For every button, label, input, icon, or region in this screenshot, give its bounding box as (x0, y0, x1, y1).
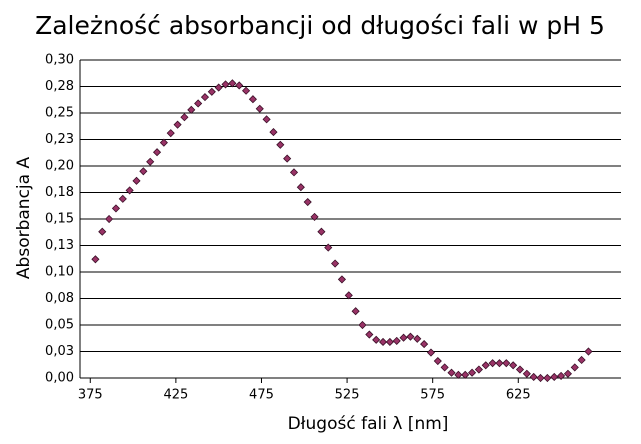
y-tick-label: 0,03 (45, 344, 74, 359)
point (118, 194, 127, 203)
point (406, 332, 415, 341)
point (426, 348, 436, 357)
point (125, 186, 134, 195)
point (515, 365, 525, 374)
point (221, 80, 230, 89)
y-tick-label: 0,05 (45, 318, 74, 333)
point (269, 128, 278, 137)
y-tick-label: 0,00 (45, 371, 74, 386)
point (577, 355, 586, 365)
point (173, 120, 182, 129)
chart-title: Zależność absorbancji od długości fali w… (35, 11, 605, 40)
point (207, 87, 216, 96)
point (481, 361, 490, 370)
point (433, 356, 442, 366)
point (255, 104, 264, 113)
point (310, 212, 319, 221)
point (385, 337, 394, 347)
y-tick-label: 0,08 (45, 291, 74, 306)
y-tick-label: 0,18 (45, 185, 74, 200)
point (351, 307, 360, 316)
y-tick-label: 0,23 (45, 132, 74, 147)
point (296, 183, 305, 192)
y-axis-title: Absorbancja A (14, 157, 34, 280)
point (228, 79, 237, 88)
point (550, 372, 559, 382)
point (303, 197, 312, 207)
point (146, 157, 155, 166)
point (372, 335, 381, 344)
point (495, 359, 504, 368)
point (187, 105, 196, 114)
point (152, 148, 162, 157)
point (194, 99, 203, 108)
point (378, 337, 388, 347)
point (509, 361, 518, 370)
point (413, 334, 422, 343)
point (522, 369, 531, 378)
point (344, 291, 353, 300)
point (132, 176, 141, 185)
point (289, 168, 299, 177)
point (447, 368, 456, 377)
point (166, 129, 175, 138)
point (440, 363, 449, 372)
point (248, 95, 257, 104)
point (317, 227, 326, 236)
point (474, 365, 483, 374)
point (214, 83, 223, 92)
point (98, 227, 107, 236)
x-tick-label: 625 (506, 388, 531, 403)
point (105, 214, 114, 224)
point (461, 370, 470, 379)
point (235, 81, 244, 90)
point (584, 347, 593, 356)
point (358, 320, 367, 330)
point (111, 204, 121, 213)
point (502, 359, 511, 368)
x-tick-label: 525 (335, 388, 360, 403)
point (331, 259, 340, 268)
point (570, 363, 579, 372)
point (488, 359, 497, 368)
y-tick-label: 0,20 (45, 159, 74, 174)
point (91, 255, 100, 264)
x-tick-label: 375 (78, 388, 103, 403)
point (200, 93, 210, 102)
point (557, 371, 566, 380)
x-tick-label: 425 (163, 388, 188, 403)
y-tick-label: 0,25 (45, 106, 74, 121)
point (392, 336, 401, 345)
point (283, 154, 292, 163)
x-tick-label: 475 (249, 388, 274, 403)
point (139, 167, 148, 176)
point (180, 113, 189, 122)
point (276, 140, 285, 149)
point (536, 373, 545, 383)
point (420, 340, 429, 349)
point (529, 372, 538, 382)
point (543, 373, 552, 383)
point (563, 369, 572, 378)
x-tick-label: 575 (420, 388, 445, 403)
x-axis-title: Długość fali λ [nm] (288, 414, 449, 434)
point (399, 333, 408, 342)
point (365, 330, 374, 339)
point (467, 368, 477, 377)
point (324, 243, 333, 252)
point (242, 86, 251, 95)
y-tick-label: 0,13 (45, 238, 74, 253)
y-tick-label: 0,30 (45, 53, 74, 68)
point (159, 138, 168, 147)
y-tick-label: 0,28 (45, 79, 74, 94)
point (454, 370, 463, 379)
point (262, 115, 271, 124)
y-tick-label: 0,15 (45, 212, 74, 227)
y-tick-label: 0,10 (45, 265, 74, 280)
point (337, 275, 347, 284)
